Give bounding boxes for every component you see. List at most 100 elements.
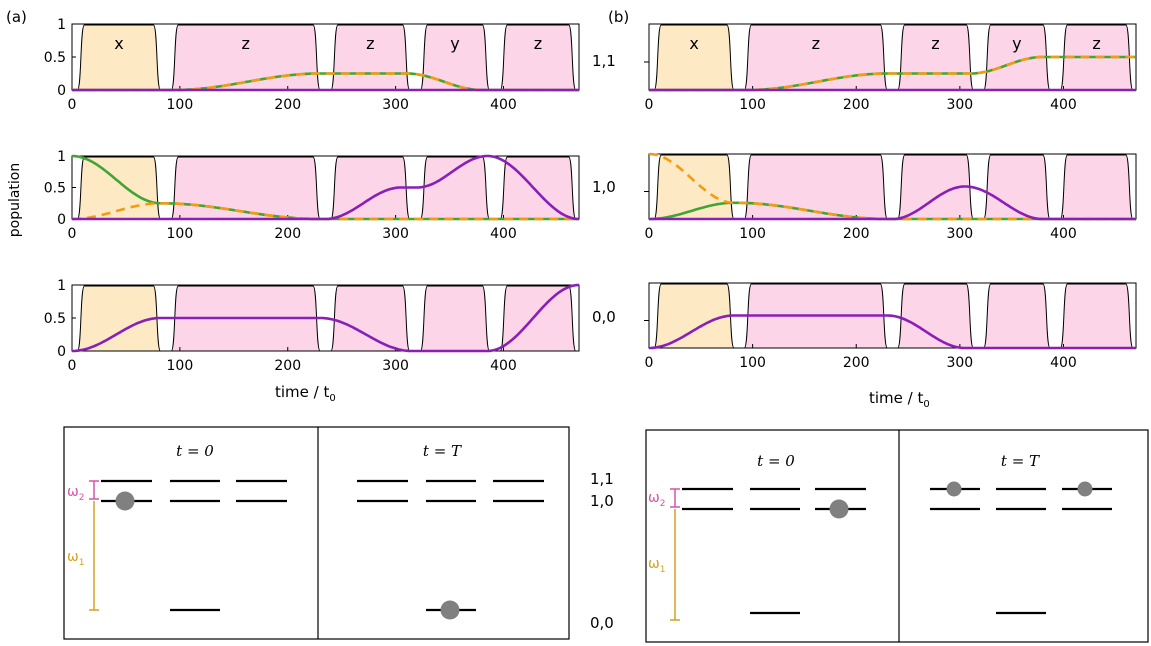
series-purple-line <box>72 283 580 353</box>
pulse-label-0: x <box>689 34 698 53</box>
pulse-fill-3 <box>420 157 490 219</box>
levels-a-start <box>101 479 287 612</box>
panel-a-label: (a) <box>6 8 27 26</box>
x-tick-label: 0 <box>68 358 77 374</box>
pulse-outline-1 <box>743 283 888 349</box>
pulse-fill-0 <box>77 25 161 90</box>
pulse-fill-3 <box>420 286 490 351</box>
levels-b-start <box>682 487 866 615</box>
x-tick-label: 300 <box>946 226 973 242</box>
pulse-fill-3 <box>983 284 1050 348</box>
x-tick-label: 200 <box>843 355 870 371</box>
x-tick-label: 100 <box>167 97 194 113</box>
plot-a-00: 0 100 200 300 400 0 0.5 1 <box>44 278 580 374</box>
time-label-a-end: t = T <box>423 442 462 460</box>
energy-diagram-a: t = 0 t = T ω1 ω2 <box>63 426 570 640</box>
pulse-outline-4 <box>499 285 577 352</box>
omega1-label-a: ω1 <box>67 549 84 568</box>
x-tick-label: 0 <box>645 355 654 371</box>
omega2-bracket-b <box>670 488 680 508</box>
pulse-outline-0 <box>653 24 735 91</box>
pulse-fill-4 <box>500 25 576 90</box>
x-tick-label: 400 <box>1050 355 1077 371</box>
panel-b-label: (b) <box>608 8 629 26</box>
pulse-fill-3 <box>983 155 1050 219</box>
energy-state-10: 1,0 <box>590 492 614 510</box>
pulse-outline-3 <box>419 285 490 352</box>
x-tick-label: 200 <box>274 358 301 374</box>
pulse-outline-4 <box>1059 24 1134 91</box>
omega1-bracket-a <box>89 501 99 611</box>
pulse-outline-4 <box>1059 154 1134 220</box>
pulse-label-0: x <box>114 34 123 53</box>
x-tick-label: 100 <box>167 358 194 374</box>
pulse-fill-2 <box>897 284 974 348</box>
x-tick-label: 300 <box>382 358 409 374</box>
x-tick-label: 100 <box>739 355 766 371</box>
energy-state-00: 0,0 <box>590 614 614 632</box>
time-label-b-end: t = T <box>1001 452 1040 470</box>
pulse-fill-3 <box>420 25 490 90</box>
x-tick-label: 400 <box>490 97 517 113</box>
y-tick-label: 0.5 <box>44 311 66 327</box>
pulse-fill-0 <box>654 284 734 348</box>
pulse-fill-1 <box>744 155 888 219</box>
energy-box-b <box>645 429 1149 643</box>
omega1-bracket-b <box>670 509 680 621</box>
energy-diagram-b: t = 0 t = T ω1 ω2 <box>645 429 1149 643</box>
x-tick-label: 0 <box>645 97 654 113</box>
omega2-bracket-a <box>89 480 99 500</box>
y-tick-label: 0 <box>57 212 66 228</box>
y-tick-label: 0.5 <box>44 50 66 66</box>
pulse-fill-2 <box>330 286 410 351</box>
time-label-a-start: t = 0 <box>176 442 214 460</box>
x-tick-label: 200 <box>274 226 301 242</box>
pulse-outline-1 <box>170 285 321 352</box>
atom-a-start <box>115 491 135 511</box>
x-tick-label: 200 <box>843 226 870 242</box>
pulse-outline-0 <box>76 285 161 352</box>
atom-b-end-1 <box>946 481 962 497</box>
pulse-outline-0 <box>76 24 161 91</box>
energy-state-11: 1,1 <box>590 470 614 488</box>
x-axis-label-a: time / t0 <box>275 383 336 404</box>
x-tick-label: 300 <box>382 226 409 242</box>
omega1-label-b: ω1 <box>648 556 665 575</box>
pulse-outline-3 <box>983 154 1051 220</box>
state-label-00: 0,0 <box>592 308 616 326</box>
y-tick-label: 1 <box>57 17 66 33</box>
pulse-outline-2 <box>897 283 974 349</box>
omega2-label-a: ω2 <box>67 484 84 503</box>
pulse-label-2: z <box>931 34 939 53</box>
pulse-fill-3 <box>983 25 1050 90</box>
pulse-label-3: y <box>450 34 459 53</box>
y-tick-label: 1 <box>57 149 66 165</box>
pulse-fill-0 <box>654 155 734 219</box>
pulse-fill-2 <box>897 155 974 219</box>
state-label-10: 1,0 <box>592 178 616 196</box>
pulse-outline-2 <box>330 156 411 220</box>
plot-a-11: x z z y z 0 100 200 300 400 0 0.5 1 <box>44 17 580 113</box>
x-tick-label: 300 <box>946 97 973 113</box>
x-tick-label: 400 <box>490 358 517 374</box>
pulse-outline-2 <box>897 154 974 220</box>
x-tick-label: 0 <box>645 226 654 242</box>
y-tick-label: 0 <box>57 83 66 99</box>
omega2-label-b: ω2 <box>648 490 665 509</box>
x-tick-label: 0 <box>68 97 77 113</box>
pulse-fill-0 <box>654 25 734 90</box>
plot-b-10: 0 100 200 300 400 <box>644 152 1137 242</box>
pulse-fill-1 <box>744 25 888 90</box>
y-tick-label: 1 <box>57 278 66 294</box>
x-tick-label: 400 <box>490 226 517 242</box>
pulse-outline-4 <box>1059 283 1134 349</box>
x-tick-label: 400 <box>1050 226 1077 242</box>
pulse-label-3: y <box>1012 34 1021 53</box>
x-tick-label: 200 <box>843 97 870 113</box>
atom-b-start <box>829 499 849 519</box>
pulse-fill-0 <box>77 286 161 351</box>
atom-b-end-2 <box>1077 481 1093 497</box>
pulse-outline-3 <box>983 283 1051 349</box>
series-purple-line <box>649 314 1136 350</box>
